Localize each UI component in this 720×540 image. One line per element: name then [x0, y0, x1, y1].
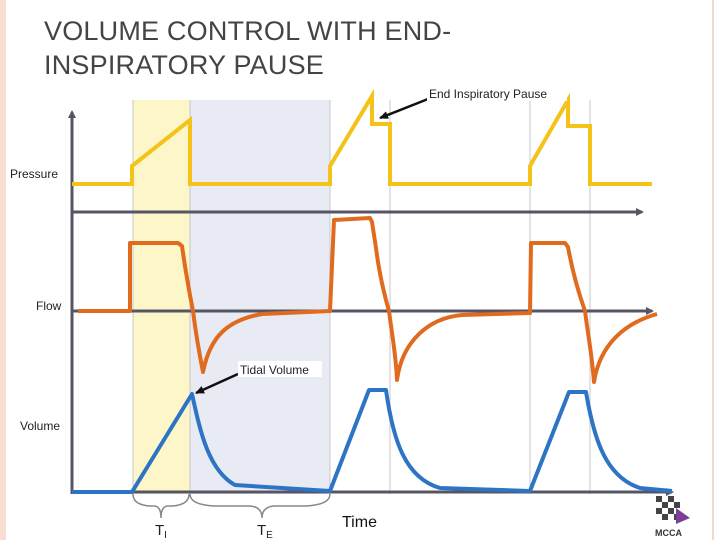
time-label: Time: [342, 514, 377, 531]
ti-label: TI: [155, 522, 167, 540]
flow-label: Flow: [36, 299, 62, 313]
tidal-volume-arrow-icon: [195, 372, 239, 395]
inspiration-band: [133, 100, 190, 494]
end-pause-arrow-icon: [379, 97, 429, 120]
volume-label: Volume: [20, 419, 60, 433]
logo-text: MCCA: [655, 528, 682, 538]
ti-bracket: [132, 493, 190, 519]
logo-icon: MCCA: [655, 496, 690, 538]
end-pause-label: End Inspiratory Pause: [429, 87, 547, 101]
slide-border-left: [0, 0, 6, 540]
tidal-volume-label: Tidal Volume: [240, 363, 309, 377]
flow-waveform: [78, 216, 658, 384]
slide-title: VOLUME CONTROL WITH END-INSPIRATORY PAUS…: [44, 16, 452, 80]
pressure-label: Pressure: [10, 167, 58, 181]
pressure-waveform: [72, 88, 652, 186]
slide-border-right: [692, 0, 720, 540]
te-label: TE: [257, 522, 273, 540]
expiration-band: [190, 100, 330, 494]
volume-waveform: [72, 388, 673, 494]
te-bracket: [189, 493, 331, 519]
